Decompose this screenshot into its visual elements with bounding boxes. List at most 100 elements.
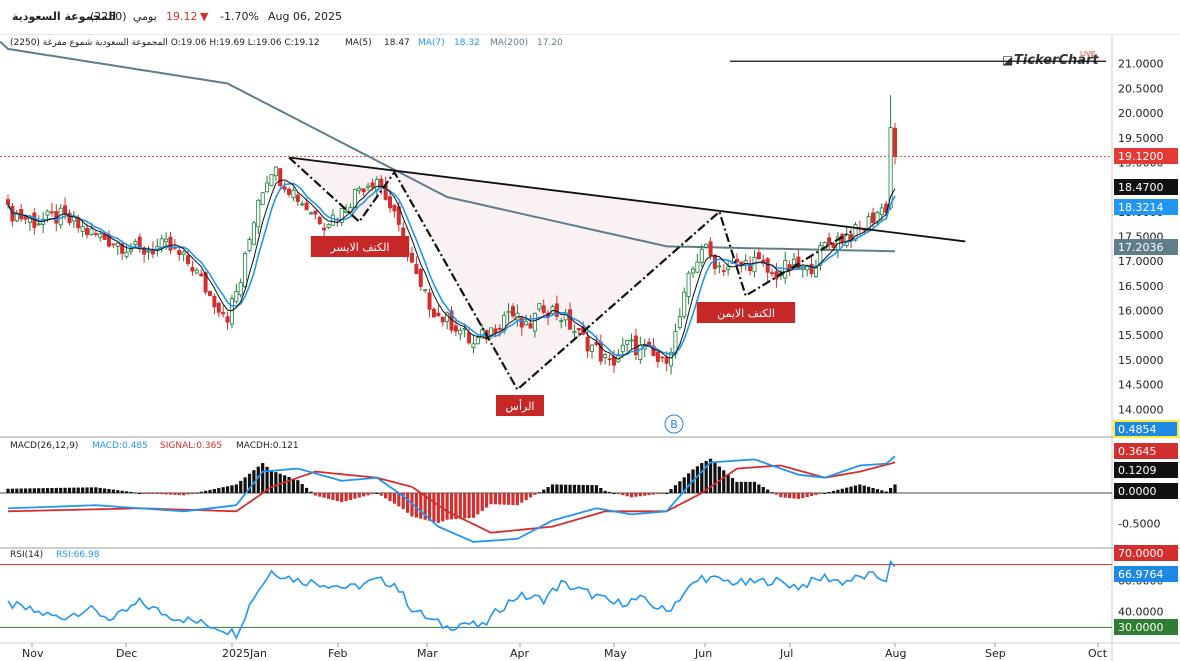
macd-hist-bar: [651, 493, 656, 495]
macd-hist-bar: [441, 493, 445, 522]
macd-hist-bar: [871, 487, 875, 493]
macd-hist-bar: [225, 486, 230, 493]
candle-body: [607, 358, 612, 361]
macd-hist-bar: [155, 493, 159, 494]
candle-body: [93, 233, 98, 236]
macd-hist-bar: [379, 493, 383, 496]
candle-body: [186, 255, 191, 265]
rsi-badge: [1114, 619, 1178, 635]
macd-badge: [1114, 462, 1178, 478]
pattern-label-bg: [696, 302, 796, 323]
macd-hist-bar: [37, 488, 41, 493]
candle-body: [510, 306, 515, 317]
candle-body: [879, 207, 884, 216]
macd-hist-bar: [340, 493, 344, 503]
macd-hist-bar: [875, 489, 880, 493]
candle-body: [256, 199, 261, 228]
candle-body: [686, 272, 691, 297]
candle-body: [36, 223, 41, 226]
macd-hist-bar: [221, 487, 225, 493]
macd-hist-bar: [515, 493, 519, 506]
macd-hist-bar: [164, 493, 168, 495]
macd-hist-bar: [730, 478, 735, 493]
instrument-title[interactable]: المجموعة السعودية: [12, 10, 117, 23]
left-shoulder-label: الكتف الايسر: [310, 236, 410, 257]
candle-body: [739, 261, 744, 266]
macd-hist-bar: [744, 481, 748, 493]
candle-body: [164, 238, 169, 243]
macd-hist-bar: [326, 493, 331, 499]
macd-tick-label: -0.5000: [1118, 518, 1160, 531]
price-tick-label: 20.5000: [1118, 82, 1164, 95]
macd-hist-bar: [256, 466, 260, 493]
candle-body: [124, 251, 129, 257]
macd-hist-bar: [559, 484, 563, 493]
macd-hist-bar: [168, 493, 173, 495]
macd-hist-bar: [384, 493, 388, 499]
candle-body: [831, 242, 836, 249]
candle-body: [453, 325, 458, 332]
macd-hist-bar: [643, 493, 647, 496]
b-marker-circle[interactable]: [664, 414, 684, 434]
macd-hist-bar: [568, 484, 572, 493]
macd-hist-bar: [103, 488, 107, 493]
macd-hist-bar: [318, 493, 322, 497]
candle-body: [489, 327, 494, 336]
macd-hist-bar: [401, 493, 405, 510]
macd-hist-bar: [344, 493, 348, 502]
candle-body: [238, 282, 243, 296]
macd-hist-bar: [498, 493, 502, 505]
macd-hist-bar: [678, 481, 682, 493]
time-axis-label: Sep: [985, 647, 1006, 660]
candle-body: [265, 182, 270, 193]
macd-hist-bar: [63, 487, 67, 493]
candle-body: [14, 213, 19, 222]
macd-hist-bar: [392, 493, 397, 504]
rsi-title: RSI(14): [10, 550, 43, 560]
macd-hist-bar: [405, 493, 410, 513]
price-badge-text: 18.4700: [1118, 181, 1164, 194]
period-label[interactable]: يومي: [133, 10, 157, 23]
candle-body: [721, 270, 726, 273]
macd-hist-bar: [524, 493, 528, 501]
candle-body: [818, 245, 823, 266]
macd-hist-bar: [555, 484, 559, 493]
rsi-tick-label: 40.0000: [1118, 606, 1164, 619]
candle-body: [524, 321, 529, 326]
macd-hist-bar: [32, 488, 36, 493]
candle-body: [177, 250, 182, 255]
macd-hist-bar: [463, 493, 467, 519]
candle-body: [85, 227, 90, 236]
ma200-line: [0, 40, 896, 253]
macd-hist-bar: [133, 492, 137, 494]
macd-hist-bar: [234, 484, 238, 493]
candle-body: [704, 243, 709, 248]
candle-body: [756, 252, 761, 260]
macd-hist-bar: [265, 466, 269, 493]
candle-body: [633, 335, 638, 356]
macd-hist-bar: [502, 493, 506, 505]
macd-hist-bar: [669, 489, 673, 493]
ma7-line: [7, 182, 896, 356]
macd-hist-bar: [634, 493, 638, 497]
candle-body: [330, 214, 335, 226]
candle-body: [49, 211, 54, 214]
candle-body: [809, 263, 814, 274]
candle-body: [366, 185, 371, 188]
time-axis-label: Aug: [885, 647, 906, 660]
candle-body: [471, 343, 476, 348]
candle-body: [541, 305, 546, 313]
watermark-tag: LIVE: [1080, 50, 1095, 58]
price-tick-label: 15.5000: [1118, 329, 1164, 342]
macd-hist-bar: [304, 487, 309, 493]
macd-hist-bar: [445, 493, 449, 520]
rsi-line: [7, 560, 896, 640]
candle-body: [212, 296, 217, 308]
macd-hist-bar: [348, 493, 353, 500]
candle-body: [497, 327, 502, 330]
candle-body: [313, 210, 318, 215]
price-tick-label: 14.0000: [1118, 403, 1164, 416]
macd-hist-bar: [485, 493, 489, 508]
macd-hist-bar: [370, 493, 375, 495]
